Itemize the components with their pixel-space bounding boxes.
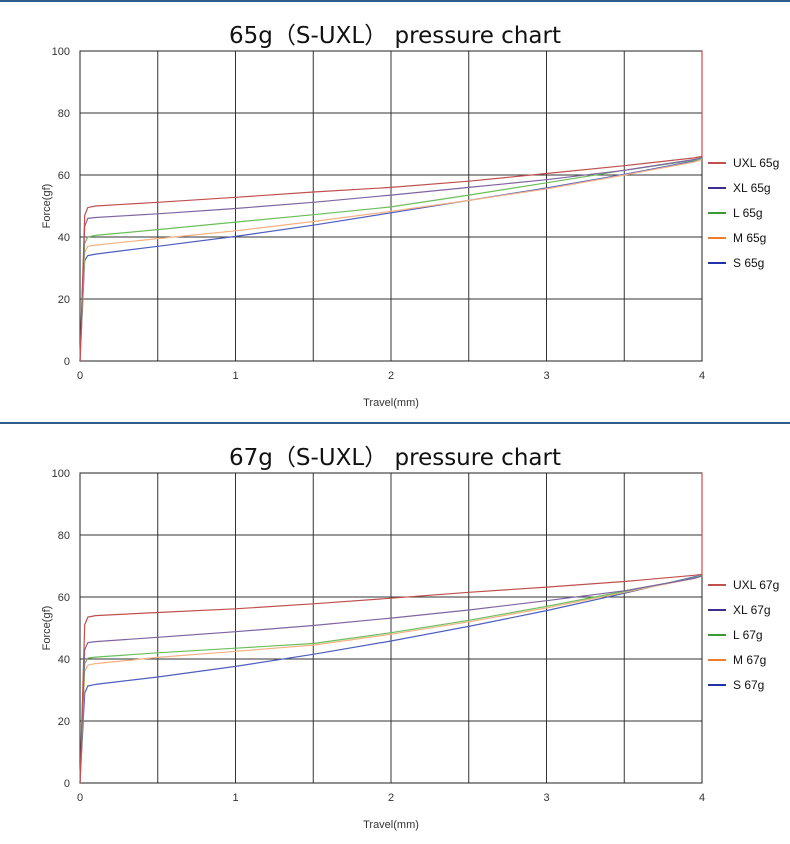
series-line-uxl-67g xyxy=(79,473,703,784)
x-tick-label: 3 xyxy=(543,792,549,804)
y-tick-label: 40 xyxy=(58,654,70,666)
legend-label: XL 67g xyxy=(733,603,771,617)
legend-label: UXL 67g xyxy=(733,578,779,592)
legend-label: XL 65g xyxy=(733,181,771,195)
legend-label: UXL 65g xyxy=(733,156,779,170)
series-line-m-65g xyxy=(79,158,703,362)
chart-title: 65g（S-UXL） pressure chart xyxy=(229,23,561,49)
plot-frame xyxy=(79,472,703,784)
x-tick-label: 4 xyxy=(699,792,705,804)
pressure-chart-65g: 0 1 2 3 4020406080100Travel(mm)Force(gf)UXL … xyxy=(41,46,779,409)
plot-frame xyxy=(79,50,703,362)
y-tick-label: 0 xyxy=(64,778,70,790)
x-tick-label: 1 xyxy=(232,370,238,382)
y-axis-label: Force(gf) xyxy=(41,184,53,229)
x-axis-label: Travel(mm) xyxy=(363,819,419,831)
legend-label: M 67g xyxy=(733,653,766,667)
x-tick-label: 4 xyxy=(699,370,705,382)
y-tick-label: 20 xyxy=(58,294,70,306)
legend-label: S 67g xyxy=(733,678,764,692)
y-tick-label: 60 xyxy=(58,592,70,604)
y-tick-label: 80 xyxy=(58,108,70,120)
x-tick-label: 3 xyxy=(543,370,549,382)
legend-label: S 65g xyxy=(733,256,764,270)
series-line-xl-67g xyxy=(79,575,703,784)
x-tick-label: 2 xyxy=(388,792,394,804)
series-line-m-67g xyxy=(79,575,703,784)
legend-label: L 65g xyxy=(733,206,763,220)
y-tick-label: 100 xyxy=(52,468,70,480)
y-tick-label: 100 xyxy=(52,46,70,58)
x-tick-label: 2 xyxy=(388,370,394,382)
legend-label: M 65g xyxy=(733,231,766,245)
pressure-chart-67g: 0 1 2 3 4020406080100Travel(mm)Force(gf)UXL … xyxy=(41,468,779,831)
legend-label: L 67g xyxy=(733,628,763,642)
y-tick-label: 80 xyxy=(58,530,70,542)
x-tick-label: 0 xyxy=(77,792,83,804)
y-tick-label: 20 xyxy=(58,716,70,728)
x-axis-label: Travel(mm) xyxy=(363,397,419,409)
x-tick-label: 0 xyxy=(77,370,83,382)
x-tick-label: 1 xyxy=(232,792,238,804)
y-tick-label: 60 xyxy=(58,170,70,182)
y-tick-label: 40 xyxy=(58,232,70,244)
chart-title: 67g（S-UXL） pressure chart xyxy=(229,445,561,471)
series-line-xl-65g xyxy=(79,157,703,362)
y-tick-label: 0 xyxy=(64,356,70,368)
chart-panel-65g: 65g（S-UXL） pressure chart 0 1 2 3 4 0 20 40 60 80… xyxy=(0,0,790,409)
y-axis-label: Force(gf) xyxy=(41,606,53,651)
series-line-uxl-65g xyxy=(79,51,703,362)
chart-panel-67g: 67g（S-UXL） pressure chart 0 1 2 3 4 0 20 40 60 80… xyxy=(0,422,790,844)
series-line-s-67g xyxy=(79,574,703,784)
